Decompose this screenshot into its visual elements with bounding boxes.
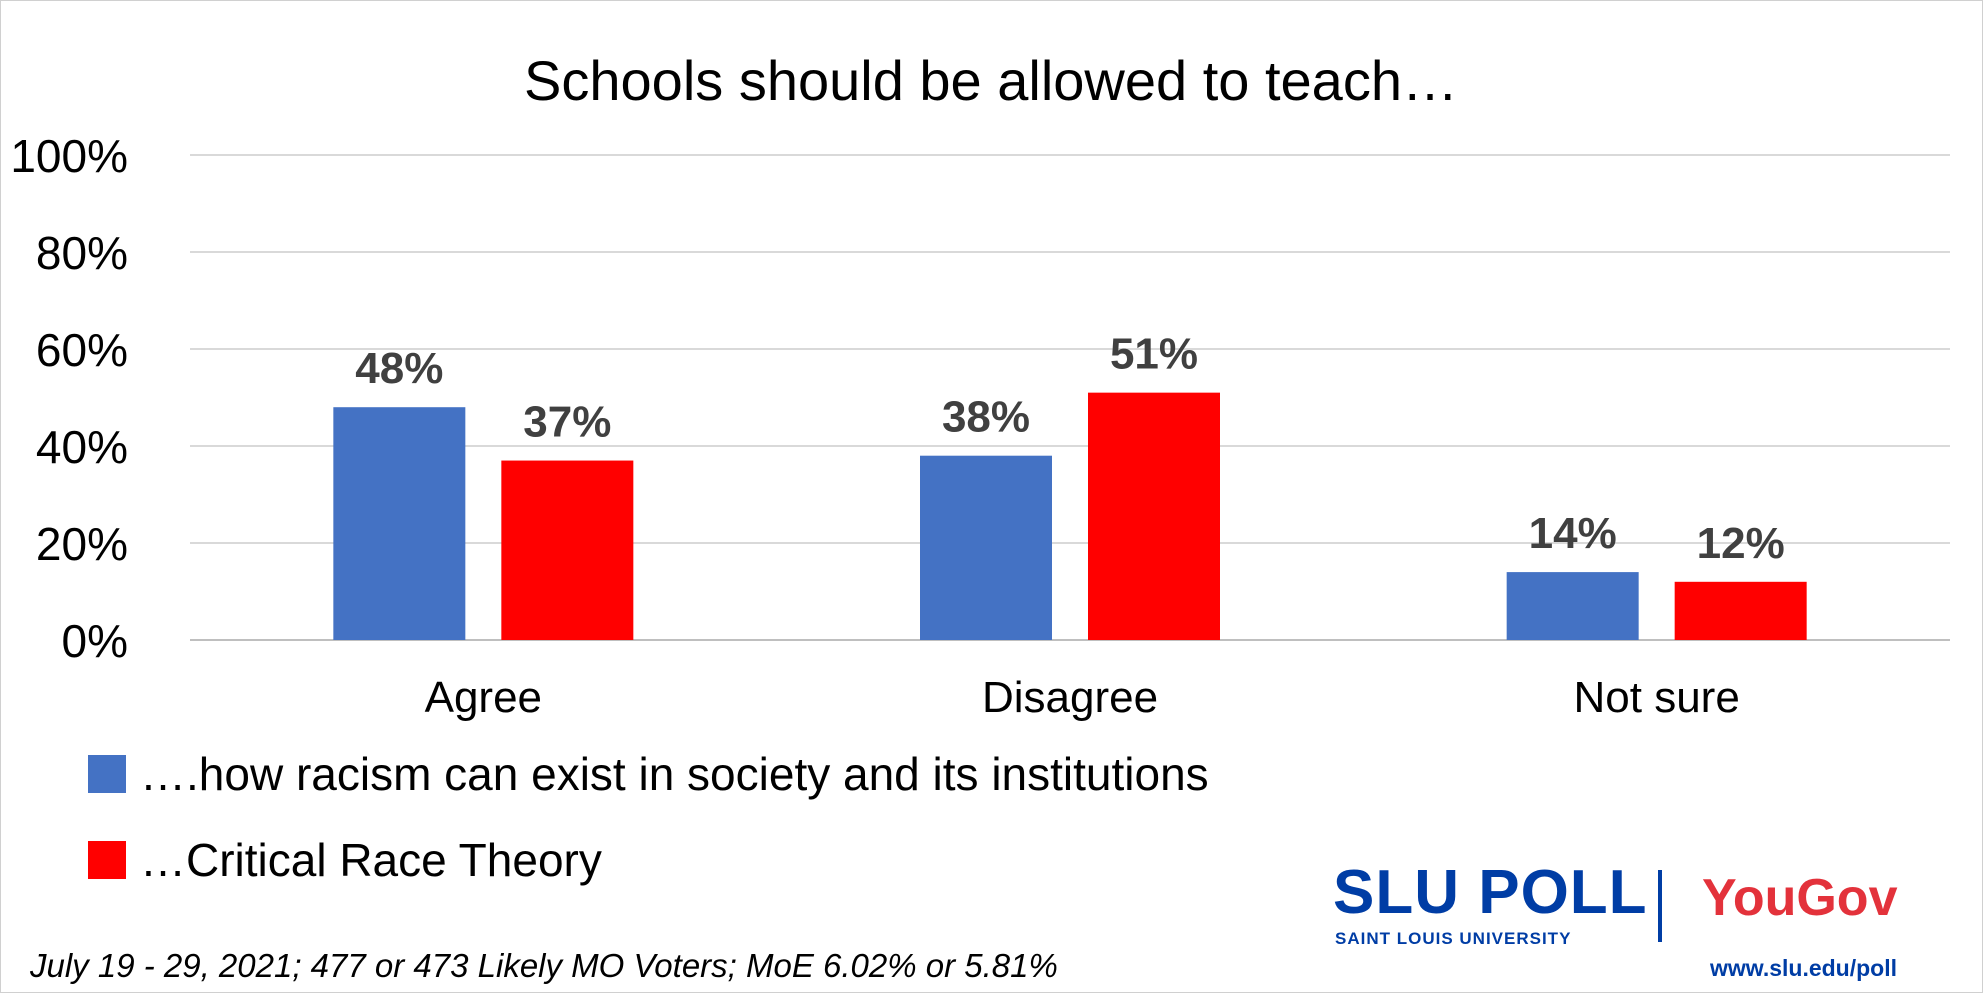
slu-poll-logo-text: SLU POLL — [1333, 858, 1648, 927]
bar-chart: Schools should be allowed to teach… 0% 20… — [10, 49, 1950, 722]
yougov-logo-text: YouGov — [1702, 869, 1898, 927]
y-tick-label: 60% — [36, 324, 128, 376]
chart-title: Schools should be allowed to teach… — [524, 49, 1458, 112]
data-label: 37% — [523, 398, 611, 447]
bar-agree-series-1 — [333, 407, 466, 640]
bar-not-sure-series-1 — [1506, 572, 1639, 640]
legend-swatch-red — [88, 841, 126, 879]
data-label: 38% — [942, 393, 1030, 442]
data-label: 51% — [1110, 330, 1198, 379]
legend-item-crt: …Critical Race Theory — [88, 834, 1209, 886]
y-tick-label: 0% — [62, 615, 128, 667]
footnote: July 19 - 29, 2021; 477 or 473 Likely MO… — [30, 947, 1058, 984]
y-tick-label: 80% — [36, 227, 128, 279]
x-tick-label: Disagree — [982, 673, 1158, 722]
x-tick-label: Not sure — [1574, 673, 1740, 722]
legend-item-racism: ….how racism can exist in society and it… — [88, 748, 1209, 800]
bar-agree-series-2 — [501, 460, 634, 640]
data-label: 12% — [1697, 519, 1785, 568]
legend-label-racism: ….how racism can exist in society and it… — [140, 748, 1209, 800]
bar-disagree-series-2 — [1088, 392, 1220, 640]
slu-yougov-logo: SLU POLL SAINT LOUIS UNIVERSITY YouGov w… — [1330, 862, 1930, 982]
logo-separator — [1658, 870, 1662, 942]
legend-label-crt: …Critical Race Theory — [140, 834, 602, 886]
data-label: 48% — [355, 344, 443, 393]
y-tick-label: 100% — [10, 130, 128, 182]
legend: ….how racism can exist in society and it… — [88, 748, 1209, 922]
data-label: 14% — [1529, 509, 1617, 558]
bar-disagree-series-1 — [920, 455, 1052, 640]
bar-not-sure-series-2 — [1674, 581, 1807, 640]
legend-swatch-blue — [88, 755, 126, 793]
y-tick-label: 20% — [36, 518, 128, 570]
y-tick-label: 40% — [36, 421, 128, 473]
x-tick-label: Agree — [425, 673, 542, 722]
slu-university-text: SAINT LOUIS UNIVERSITY — [1335, 929, 1572, 948]
poll-url: www.slu.edu/poll — [1710, 955, 1897, 981]
